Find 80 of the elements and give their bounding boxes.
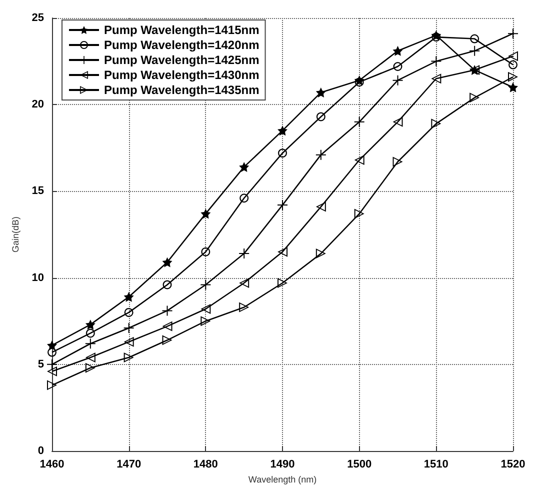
point <box>48 348 56 357</box>
point <box>278 148 287 158</box>
point <box>508 82 518 92</box>
y-tick-label: 10 <box>32 272 44 284</box>
point <box>431 56 442 66</box>
y-tick-label: 15 <box>32 185 44 198</box>
point <box>124 292 134 302</box>
point <box>85 352 96 362</box>
point <box>162 280 172 290</box>
point <box>85 338 96 349</box>
y-tick-label: 20 <box>32 98 44 111</box>
legend-label: Pump Wavelength=1430nm <box>104 68 260 82</box>
point <box>162 257 172 268</box>
point <box>200 304 211 314</box>
point <box>470 34 480 44</box>
point <box>392 75 403 86</box>
x-tick-label: 1480 <box>193 458 218 470</box>
point <box>508 51 518 62</box>
x-tick-label: 1500 <box>347 458 372 470</box>
x-tick-label: 1490 <box>270 458 295 470</box>
point <box>316 202 326 212</box>
legend-label: Pump Wavelength=1415nm <box>104 23 260 37</box>
point <box>200 316 211 326</box>
point <box>470 92 480 103</box>
point <box>508 72 518 82</box>
point <box>278 126 288 136</box>
point <box>200 208 211 219</box>
point <box>432 32 441 42</box>
x-tick-label: 1470 <box>116 458 142 470</box>
point <box>278 200 288 210</box>
point <box>239 162 250 172</box>
point <box>201 247 210 256</box>
point <box>393 62 402 71</box>
point <box>431 74 442 84</box>
point <box>470 46 480 56</box>
point <box>124 336 134 347</box>
point <box>354 208 364 219</box>
point <box>124 308 134 317</box>
legend-label: Pump Wavelength=1425nm <box>104 53 260 67</box>
legend-label: Pump Wavelength=1420nm <box>104 38 260 52</box>
point <box>239 248 250 259</box>
point <box>200 280 211 290</box>
point <box>431 118 442 129</box>
point <box>316 112 326 122</box>
point <box>85 320 96 330</box>
x-tick-label: 1510 <box>424 458 448 470</box>
point <box>162 321 172 332</box>
point <box>392 156 403 167</box>
point <box>316 248 326 259</box>
point <box>47 359 57 370</box>
point <box>239 302 250 312</box>
x-tick-label: 1460 <box>40 458 64 470</box>
y-axis-title: Gain(dB) <box>10 216 20 253</box>
point <box>86 328 95 338</box>
x-tick-label: 1520 <box>500 458 526 470</box>
point <box>47 366 57 376</box>
y-tick-label: 0 <box>38 445 44 457</box>
point <box>392 46 403 56</box>
point <box>316 87 326 98</box>
point <box>239 278 250 288</box>
point <box>124 352 134 362</box>
legend-label: Pump Wavelength=1435nm <box>104 83 260 97</box>
point <box>124 323 134 334</box>
point <box>47 380 57 390</box>
point <box>316 150 326 160</box>
point <box>278 246 288 257</box>
point <box>85 362 96 373</box>
y-tick-label: 25 <box>32 12 44 24</box>
point <box>508 28 518 39</box>
x-axis-title: Wavelength (nm) <box>248 474 317 484</box>
point <box>162 306 172 316</box>
point <box>240 194 249 203</box>
point <box>354 78 364 87</box>
point <box>392 116 403 127</box>
point <box>162 335 172 346</box>
y-tick-label: 5 <box>38 358 44 370</box>
point <box>354 155 364 166</box>
point <box>354 116 364 127</box>
point <box>508 60 518 70</box>
point <box>278 278 288 288</box>
